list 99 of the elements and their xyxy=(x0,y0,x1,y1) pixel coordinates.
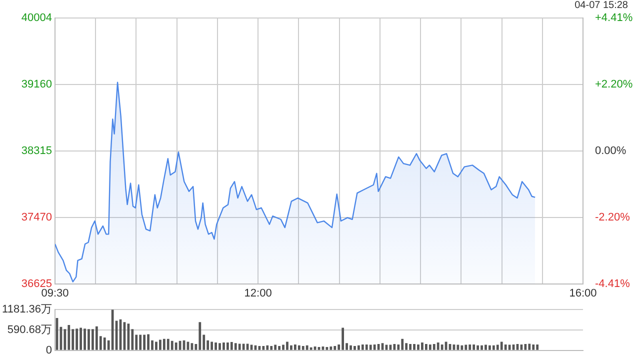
y-tick-label: 40004 xyxy=(21,12,52,24)
bar xyxy=(155,342,158,350)
bar xyxy=(234,343,237,350)
bar xyxy=(230,342,233,350)
bar xyxy=(528,344,531,350)
bar xyxy=(72,329,74,350)
x-tick-label: 09:30 xyxy=(41,288,69,300)
bar xyxy=(266,345,269,350)
bar xyxy=(401,338,404,350)
y-tick-label: 38315 xyxy=(21,144,52,157)
bar xyxy=(226,342,229,350)
bar xyxy=(334,346,336,350)
bar xyxy=(524,344,527,350)
text: 04-07 15:28 xyxy=(574,0,628,11)
bar xyxy=(286,342,288,350)
bar xyxy=(440,344,444,350)
x-tick-label: 16:00 xyxy=(569,288,597,300)
bar xyxy=(472,344,476,350)
bar xyxy=(214,342,217,350)
bar xyxy=(460,345,464,350)
bar xyxy=(139,334,142,350)
bar xyxy=(504,344,507,350)
bar xyxy=(306,345,308,350)
bar xyxy=(92,329,94,350)
bar xyxy=(143,334,146,350)
bar xyxy=(536,344,539,350)
x-tick-label: 12:00 xyxy=(244,288,272,300)
y2-tick-label: 0.00% xyxy=(595,145,626,158)
bar xyxy=(436,342,440,350)
bar xyxy=(492,345,495,350)
y2-tick-label: -4.41% xyxy=(595,278,630,290)
bar xyxy=(500,342,503,350)
bar xyxy=(373,344,376,350)
bar xyxy=(496,344,499,350)
bar xyxy=(262,346,265,350)
bar xyxy=(484,344,487,350)
bar xyxy=(242,344,245,350)
bar xyxy=(361,344,364,350)
bar xyxy=(480,345,483,350)
bar xyxy=(476,345,479,350)
bar xyxy=(468,344,472,350)
bar xyxy=(424,344,428,350)
bar xyxy=(290,345,292,350)
bar xyxy=(393,344,396,350)
y2-tick-label: -2.20% xyxy=(595,211,630,224)
bar xyxy=(88,329,90,350)
bar xyxy=(278,346,280,350)
bar xyxy=(270,346,273,350)
bar xyxy=(298,345,300,350)
bar xyxy=(166,338,170,350)
bar xyxy=(432,344,436,350)
bar xyxy=(174,342,178,350)
bar xyxy=(409,344,412,350)
bar xyxy=(64,329,66,350)
bar xyxy=(532,344,535,350)
bar xyxy=(488,345,491,350)
bar xyxy=(464,344,468,350)
bar xyxy=(421,342,424,350)
bar xyxy=(84,328,86,350)
bar xyxy=(159,340,162,350)
bar xyxy=(310,347,312,350)
bar xyxy=(162,338,166,350)
y2-tick-label: +4.41% xyxy=(595,12,633,24)
bar xyxy=(350,345,352,350)
bar xyxy=(326,347,328,350)
bar xyxy=(413,344,416,350)
bar xyxy=(76,328,78,350)
bar xyxy=(365,344,368,350)
y-tick-label: 39160 xyxy=(21,78,52,90)
bar xyxy=(405,343,408,350)
bar xyxy=(147,334,150,350)
bar xyxy=(170,340,174,350)
bar xyxy=(238,344,241,350)
y-tick-label: 36625 xyxy=(21,278,52,290)
y-tick-label: 0 xyxy=(46,344,52,356)
bar xyxy=(210,342,214,350)
bar xyxy=(68,324,70,350)
bar xyxy=(274,344,277,350)
bar xyxy=(80,328,82,350)
bar xyxy=(111,310,114,350)
bar xyxy=(428,344,432,350)
y-tick-label: 1181.36万 xyxy=(2,304,52,316)
bar xyxy=(218,343,221,350)
bar xyxy=(294,344,296,350)
bar xyxy=(198,322,202,350)
bar xyxy=(369,344,372,350)
bar xyxy=(358,345,360,350)
bar xyxy=(103,338,106,350)
bar xyxy=(302,346,304,350)
y-tick-label: 37470 xyxy=(21,212,52,224)
bar xyxy=(95,326,98,350)
bar xyxy=(330,346,332,350)
y2-tick-label: +2.20% xyxy=(595,78,633,91)
bar xyxy=(282,344,284,350)
bar xyxy=(222,342,225,350)
bar xyxy=(354,346,356,350)
y-tick-label: 590.68万 xyxy=(7,324,52,336)
bar xyxy=(417,344,420,350)
bar xyxy=(342,328,344,350)
